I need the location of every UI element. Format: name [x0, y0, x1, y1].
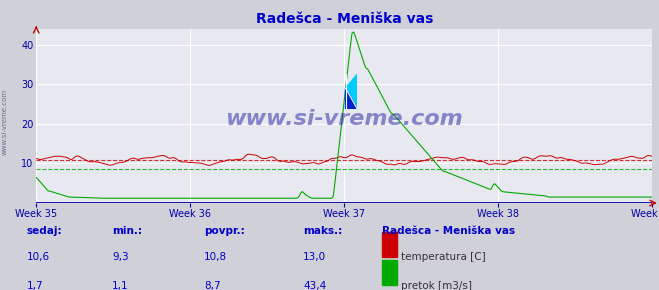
Text: 10,6: 10,6 — [26, 252, 49, 262]
Text: 13,0: 13,0 — [303, 252, 326, 262]
Text: 43,4: 43,4 — [303, 281, 326, 290]
Text: min.:: min.: — [112, 226, 142, 236]
Text: pretok [m3/s]: pretok [m3/s] — [401, 281, 472, 290]
Text: 8,7: 8,7 — [204, 281, 221, 290]
Text: 1,1: 1,1 — [112, 281, 129, 290]
Text: 10,8: 10,8 — [204, 252, 227, 262]
Text: 1,7: 1,7 — [26, 281, 43, 290]
Polygon shape — [345, 88, 357, 109]
Text: www.si-vreme.com: www.si-vreme.com — [225, 110, 463, 129]
Text: www.si-vreme.com: www.si-vreme.com — [1, 89, 8, 155]
Text: sedaj:: sedaj: — [26, 226, 62, 236]
Text: maks.:: maks.: — [303, 226, 343, 236]
Text: povpr.:: povpr.: — [204, 226, 245, 236]
Polygon shape — [345, 74, 357, 109]
Title: Radešca - Meniška vas: Radešca - Meniška vas — [256, 12, 433, 26]
Text: 9,3: 9,3 — [112, 252, 129, 262]
Bar — [382, 260, 397, 285]
Bar — [382, 232, 397, 257]
Text: Radešca - Meniška vas: Radešca - Meniška vas — [382, 226, 515, 236]
Text: temperatura [C]: temperatura [C] — [401, 252, 486, 262]
